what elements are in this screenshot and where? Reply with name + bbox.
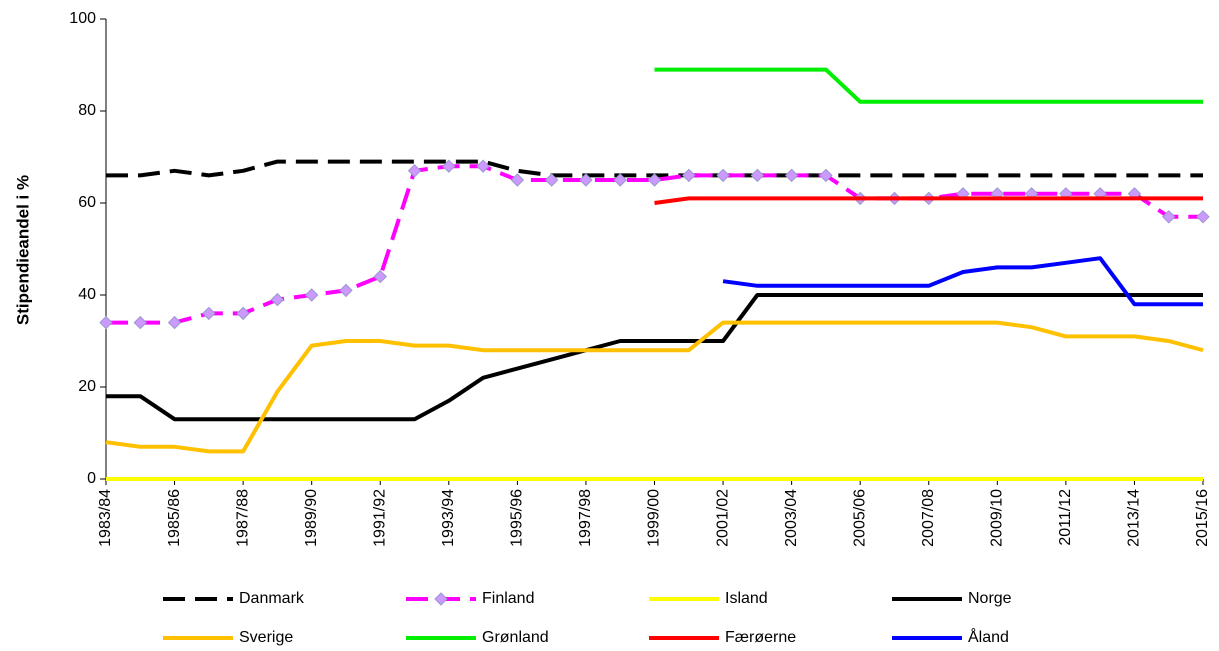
marker bbox=[339, 283, 353, 298]
x-tick-label: 2001/02 bbox=[714, 489, 731, 547]
line-6 bbox=[654, 196, 1203, 205]
x-tick-label: 2009/10 bbox=[989, 489, 1006, 547]
x-tick-label: 1993/94 bbox=[440, 489, 457, 547]
marker bbox=[270, 292, 285, 307]
x-tick-label: 1991/92 bbox=[371, 489, 388, 547]
y-tick-label: 40 bbox=[78, 286, 96, 303]
legend-label: Færøerne bbox=[725, 629, 796, 646]
legend-label: Åland bbox=[968, 627, 1009, 646]
y-axis-label: Stipendieandel i % bbox=[13, 175, 32, 325]
marker bbox=[476, 159, 490, 173]
x-tick-label: 1983/84 bbox=[97, 489, 114, 547]
marker bbox=[510, 173, 525, 187]
x-tick-label: 1999/00 bbox=[646, 489, 663, 547]
marker bbox=[750, 168, 765, 183]
legend-label: Norge bbox=[968, 590, 1012, 607]
x-tick-label: 2003/04 bbox=[783, 489, 800, 547]
legend-marker bbox=[434, 592, 448, 606]
x-tick-label: 2011/12 bbox=[1057, 489, 1074, 546]
x-tick-label: 1987/88 bbox=[234, 489, 251, 547]
marker bbox=[304, 288, 319, 302]
x-tick-label: 1985/86 bbox=[166, 489, 183, 547]
marker bbox=[613, 173, 627, 187]
marker bbox=[202, 306, 216, 321]
x-tick-label: 1989/90 bbox=[303, 489, 320, 547]
x-tick-label: 1995/96 bbox=[509, 489, 526, 547]
legend-label: Sverige bbox=[239, 629, 293, 646]
x-tick-label: 2013/14 bbox=[1126, 489, 1143, 547]
marker bbox=[373, 269, 387, 284]
y-tick-label: 100 bbox=[69, 10, 96, 27]
marker bbox=[716, 168, 730, 183]
marker bbox=[1196, 210, 1210, 224]
marker bbox=[579, 173, 593, 187]
legend-label: Danmark bbox=[239, 590, 305, 607]
legend-label: Island bbox=[725, 590, 768, 607]
marker bbox=[682, 168, 696, 183]
marker bbox=[99, 315, 113, 330]
x-tick-label: 1997/98 bbox=[577, 489, 594, 547]
line-3 bbox=[106, 293, 1203, 422]
y-tick-label: 0 bbox=[87, 470, 96, 487]
y-tick-label: 60 bbox=[78, 194, 96, 211]
marker bbox=[784, 168, 799, 183]
y-tick-label: 20 bbox=[78, 378, 96, 395]
marker bbox=[544, 173, 559, 187]
x-tick-label: 2005/06 bbox=[851, 489, 868, 547]
y-tick-label: 80 bbox=[78, 102, 96, 119]
marker bbox=[819, 168, 833, 183]
marker bbox=[1162, 210, 1176, 224]
x-tick-label: 2007/08 bbox=[920, 489, 937, 547]
legend-label: Finland bbox=[482, 590, 534, 607]
line-4 bbox=[105, 320, 1204, 454]
marker bbox=[167, 315, 182, 330]
marker bbox=[407, 164, 422, 178]
x-tick-label: 2015/16 bbox=[1194, 489, 1211, 547]
line-7 bbox=[722, 256, 1203, 307]
marker bbox=[647, 173, 662, 187]
line-5 bbox=[654, 67, 1203, 104]
legend-label: Grønland bbox=[482, 629, 549, 646]
line-1 bbox=[106, 164, 1203, 325]
marker bbox=[442, 159, 456, 173]
marker bbox=[236, 306, 250, 321]
marker bbox=[133, 315, 147, 330]
